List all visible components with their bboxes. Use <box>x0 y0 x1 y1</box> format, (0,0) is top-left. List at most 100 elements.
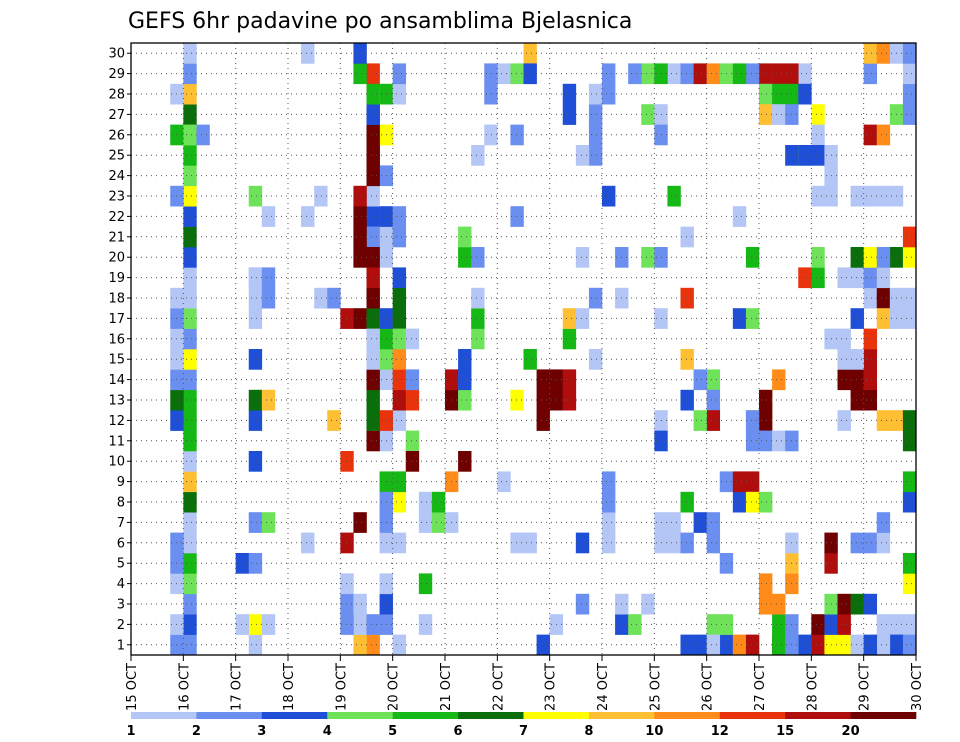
precip-cell <box>759 104 773 125</box>
colorbar-segment <box>392 712 459 719</box>
precip-cell <box>183 573 197 595</box>
y-tick-label: 9 <box>117 475 125 490</box>
precip-cell <box>876 634 891 656</box>
precip-cell <box>523 532 537 554</box>
precip-cell <box>680 389 694 411</box>
colorbar: 1 2 3 4 5 6 7 8 10 12 15 20 <box>126 712 917 739</box>
precip-cell <box>837 410 851 431</box>
precip-cell <box>876 43 891 64</box>
precip-cell <box>850 308 864 329</box>
precip-cell <box>863 369 878 391</box>
precip-cell <box>759 430 773 452</box>
precip-cell <box>811 247 825 268</box>
precip-cell <box>458 369 472 391</box>
colorbar-label: 3 <box>257 724 266 739</box>
precip-cell <box>811 614 825 635</box>
y-tick-label: 16 <box>108 332 125 347</box>
precip-cell <box>471 287 485 309</box>
y-tick-label: 22 <box>108 210 125 225</box>
y-tick-label: 23 <box>108 190 125 205</box>
precip-cell <box>602 63 616 85</box>
precip-cell <box>850 389 864 411</box>
precip-cell <box>510 389 524 411</box>
precip-cell <box>183 165 197 187</box>
precip-cell <box>732 491 747 513</box>
precip-cell <box>876 532 891 554</box>
precip-cell <box>458 349 472 370</box>
precip-cell <box>327 410 341 431</box>
precip-cell <box>902 430 917 452</box>
grid-layer <box>131 43 916 655</box>
precip-cell <box>850 185 864 207</box>
precip-cell <box>902 410 917 431</box>
precip-cell <box>902 491 917 513</box>
precip-cell <box>811 634 825 656</box>
precip-cell <box>471 308 485 329</box>
precip-cell <box>183 104 197 125</box>
precip-cell <box>523 63 537 85</box>
colorbar-label: 8 <box>584 724 593 739</box>
precip-cell <box>863 634 878 656</box>
precip-cell <box>392 287 407 309</box>
precip-cell <box>693 512 707 533</box>
y-tick-label: 6 <box>117 536 125 551</box>
precip-cell <box>837 593 851 615</box>
precip-cell <box>196 124 210 146</box>
precip-cell <box>366 308 380 329</box>
precip-cell <box>431 491 446 513</box>
precip-cell <box>667 512 681 533</box>
y-tick-label: 15 <box>108 353 125 368</box>
precip-cell <box>248 287 263 309</box>
precip-cell <box>902 43 917 64</box>
precip-cell <box>732 63 747 85</box>
x-tick-label: 18 OCT <box>282 663 297 711</box>
precip-cell <box>863 532 878 554</box>
precip-cell <box>759 593 773 615</box>
precip-cell <box>418 512 433 533</box>
precip-cell <box>183 83 197 105</box>
x-tick-label: 23 OCT <box>544 663 559 711</box>
precip-cell <box>680 226 694 248</box>
precip-cell <box>366 63 380 85</box>
precip-cell <box>248 308 263 329</box>
y-tick-label: 24 <box>108 169 125 184</box>
precip-cell <box>850 349 864 370</box>
precip-cell <box>772 369 786 391</box>
precip-cell <box>248 410 263 431</box>
precip-cell <box>183 63 197 85</box>
chart-title: GEFS 6hr padavine po ansamblima Bjelasni… <box>128 9 632 34</box>
precip-cell <box>366 104 380 125</box>
precip-cell <box>798 83 812 105</box>
precip-cell <box>183 634 197 656</box>
y-tick-label: 18 <box>108 292 125 307</box>
colorbar-label: 12 <box>711 724 729 739</box>
precip-cell <box>745 634 760 656</box>
precip-cell <box>575 145 590 166</box>
precip-cell <box>510 124 524 146</box>
colorbar-segment <box>654 712 721 719</box>
precip-cell <box>641 63 655 85</box>
precip-cell <box>353 308 367 329</box>
y-tick-label: 11 <box>108 434 125 449</box>
precip-cell <box>575 308 590 329</box>
precip-cell <box>392 349 407 370</box>
precip-cell <box>706 614 721 635</box>
precip-cell <box>772 593 786 615</box>
y-tick-label: 12 <box>108 414 125 429</box>
precip-cell <box>667 63 681 85</box>
y-tick-label: 4 <box>117 577 125 592</box>
precip-cell <box>902 104 917 125</box>
colorbar-segment <box>131 712 197 719</box>
precip-cell <box>301 532 315 554</box>
precip-cell <box>392 369 407 391</box>
precip-cell <box>772 430 786 452</box>
precip-cell <box>366 267 380 289</box>
precip-cell <box>837 267 851 289</box>
precip-cell <box>301 206 315 227</box>
precip-cell <box>353 634 367 656</box>
precip-cell <box>850 532 864 554</box>
precip-cell <box>902 226 917 248</box>
colorbar-label: 2 <box>192 724 201 739</box>
colorbar-segment <box>196 712 263 719</box>
precip-cell <box>353 593 367 615</box>
